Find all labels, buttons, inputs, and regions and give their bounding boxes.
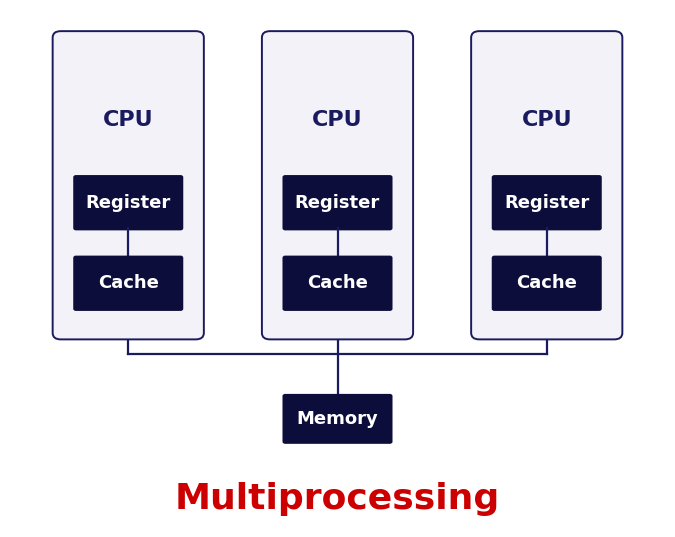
FancyBboxPatch shape <box>491 175 602 230</box>
Text: Multiprocessing: Multiprocessing <box>175 482 500 517</box>
Text: Cache: Cache <box>98 274 159 292</box>
Text: Register: Register <box>86 194 171 212</box>
FancyBboxPatch shape <box>73 256 184 311</box>
FancyBboxPatch shape <box>282 394 392 444</box>
Text: Register: Register <box>295 194 380 212</box>
FancyBboxPatch shape <box>471 31 622 339</box>
Text: Memory: Memory <box>296 410 379 428</box>
FancyBboxPatch shape <box>282 175 392 230</box>
FancyBboxPatch shape <box>73 175 184 230</box>
FancyBboxPatch shape <box>53 31 204 339</box>
FancyBboxPatch shape <box>282 256 392 311</box>
Text: Register: Register <box>504 194 589 212</box>
FancyBboxPatch shape <box>491 256 602 311</box>
Text: CPU: CPU <box>312 110 363 130</box>
Text: Cache: Cache <box>516 274 577 292</box>
Text: CPU: CPU <box>521 110 572 130</box>
Text: CPU: CPU <box>103 110 153 130</box>
Text: Cache: Cache <box>307 274 368 292</box>
FancyBboxPatch shape <box>262 31 413 339</box>
